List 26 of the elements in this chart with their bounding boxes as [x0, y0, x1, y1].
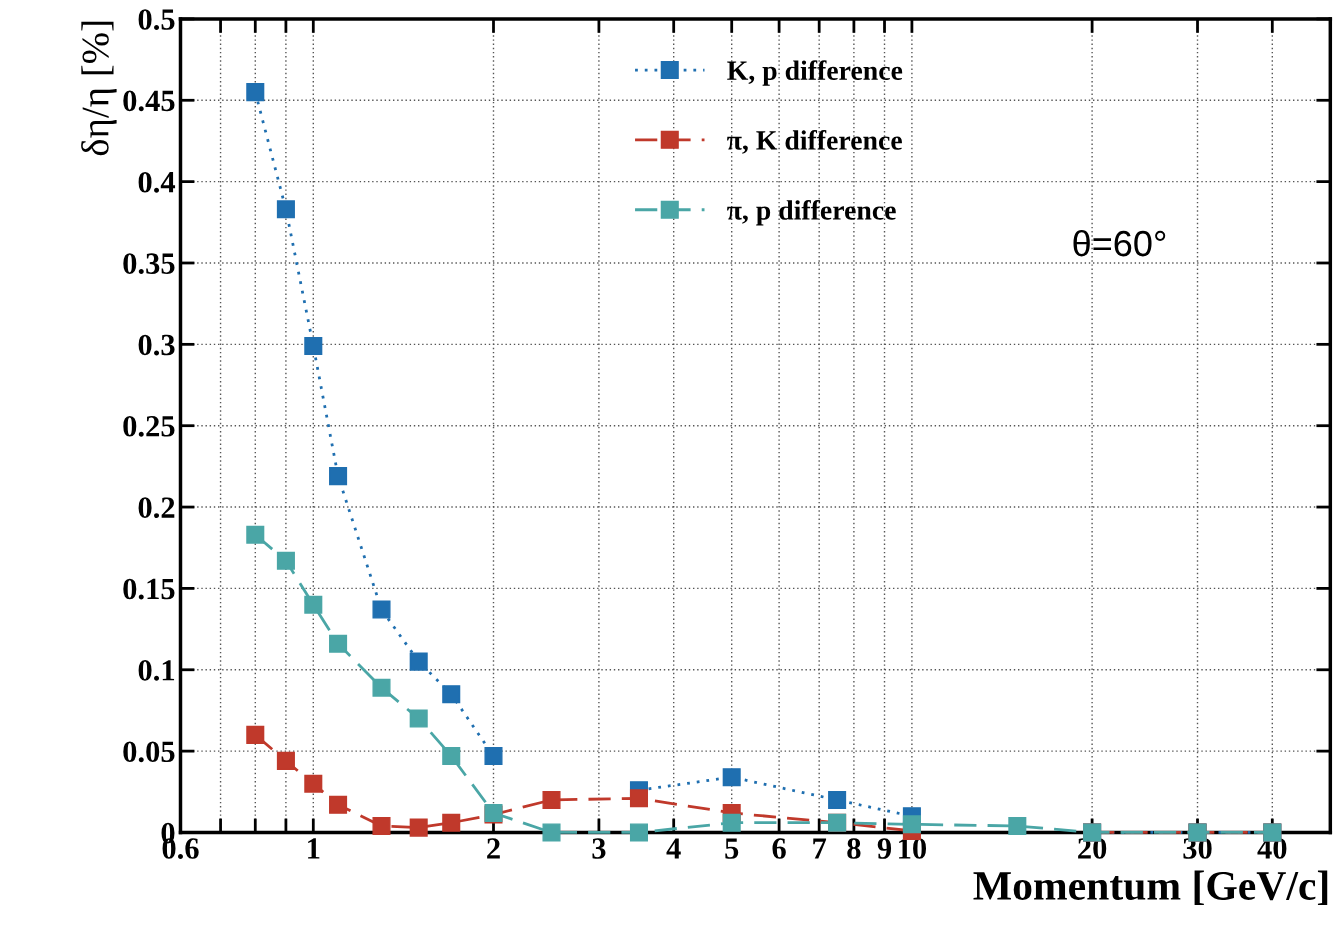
x-tick-label: 3 — [592, 838, 606, 859]
y-tick-label: 0.5 — [138, 9, 175, 30]
x-tick-label: 6 — [772, 838, 786, 859]
legend-label: π, K difference — [727, 130, 902, 154]
y-tick-label: 0.4 — [138, 171, 176, 193]
x-tick-label: 8 — [847, 838, 861, 859]
x-tick-label: 7 — [813, 838, 827, 859]
y-tick-label: 0.1 — [138, 660, 175, 681]
x-tick-label: 10 — [899, 838, 927, 859]
legend-label: π, p difference — [727, 199, 896, 226]
y-axis-title: δη/η [%] — [81, 21, 117, 156]
y-tick-label: 0.45 — [123, 90, 175, 112]
legend-label: K, p difference — [727, 60, 903, 86]
y-tick-label: 0.35 — [123, 253, 175, 275]
x-tick-label: 5 — [725, 838, 739, 859]
y-tick-label: 0.15 — [123, 578, 175, 600]
x-tick-label: 9 — [877, 838, 892, 859]
x-tick-label: 1 — [308, 838, 320, 859]
x-axis-title: Momentum [GeV/c] — [973, 870, 1328, 906]
y-tick-label: 0.3 — [138, 334, 175, 356]
x-tick-label: 4 — [666, 838, 681, 859]
annotation: θ=60° — [1073, 229, 1166, 257]
y-tick-label: 0.2 — [138, 497, 175, 519]
y-tick-label: 0.25 — [123, 415, 175, 437]
x-tick-label: 2 — [487, 838, 500, 859]
y-tick-label: 0.05 — [123, 741, 175, 763]
